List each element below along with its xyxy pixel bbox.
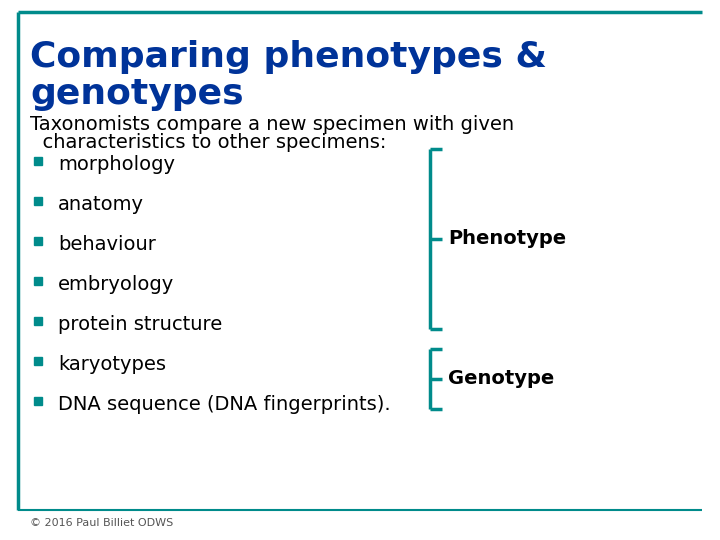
- Text: Phenotype: Phenotype: [448, 230, 566, 248]
- Text: Genotype: Genotype: [448, 369, 554, 388]
- Text: embryology: embryology: [58, 275, 174, 294]
- Text: Comparing phenotypes &: Comparing phenotypes &: [30, 40, 547, 74]
- Text: anatomy: anatomy: [58, 195, 144, 214]
- Text: DNA sequence (DNA fingerprints).: DNA sequence (DNA fingerprints).: [58, 395, 391, 414]
- Text: Taxonomists compare a new specimen with given: Taxonomists compare a new specimen with …: [30, 115, 514, 134]
- Text: behaviour: behaviour: [58, 235, 156, 254]
- Text: genotypes: genotypes: [30, 77, 243, 111]
- Text: karyotypes: karyotypes: [58, 355, 166, 374]
- Text: morphology: morphology: [58, 155, 175, 174]
- Text: characteristics to other specimens:: characteristics to other specimens:: [30, 133, 387, 152]
- Text: protein structure: protein structure: [58, 315, 222, 334]
- Text: © 2016 Paul Billiet ODWS: © 2016 Paul Billiet ODWS: [30, 518, 174, 528]
